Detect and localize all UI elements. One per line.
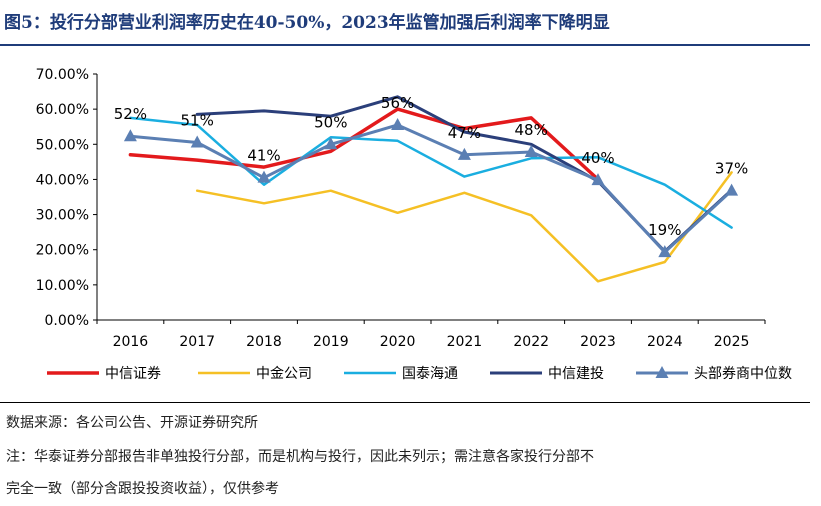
data-point-marker xyxy=(524,145,538,158)
legend-label: 中金公司 xyxy=(256,366,312,382)
data-label: 37% xyxy=(715,160,748,178)
series-line xyxy=(128,107,600,182)
data-source-note: 数据来源：各公司公告、开源证券研究所 xyxy=(6,415,258,431)
data-label: 52% xyxy=(114,105,147,123)
data-point-marker xyxy=(658,245,672,258)
y-tick-label: 40.00% xyxy=(36,172,89,188)
line-chart: 0.00% 10.00% 20.00% 30.00% 40.00% 50.00% 60.00… xyxy=(36,67,792,382)
x-tick-label: 2023 xyxy=(580,334,616,350)
y-tick-label: 30.00% xyxy=(36,208,89,224)
y-tick-label: 50.00% xyxy=(36,137,89,153)
legend-marker xyxy=(655,366,669,378)
legend-label: 中信建投 xyxy=(548,366,604,382)
data-label: 50% xyxy=(314,113,347,131)
x-tick-label: 2020 xyxy=(380,334,416,350)
series-line xyxy=(129,116,733,229)
data-label: 56% xyxy=(381,94,414,112)
data-label: 48% xyxy=(515,121,548,139)
legend-label: 中信证券 xyxy=(105,366,161,382)
x-tick-label: 2017 xyxy=(179,334,215,350)
data-label: 41% xyxy=(247,147,280,165)
data-point-marker xyxy=(391,117,405,130)
legend-label: 国泰海通 xyxy=(402,366,458,382)
footnote-line-1: 注：华泰证券分部报告非单独投行分部，而是机构与投行，因此未列示；需注意各家投行分… xyxy=(6,449,594,465)
title-divider xyxy=(0,44,810,46)
y-tick-label: 0.00% xyxy=(45,313,89,329)
x-tick-label: 2022 xyxy=(513,334,549,350)
chart-data-labels: 52% 51% 41% 50% 56% 47% 48% 40% 19% 37% xyxy=(114,94,749,239)
x-tick-label: 2021 xyxy=(447,334,483,350)
figure-title: 图5：投行分部营业利润率历史在40-50%，2023年监管加强后利润率下降明显 xyxy=(4,13,610,33)
x-tick-label: 2025 xyxy=(714,334,750,350)
data-point-marker xyxy=(324,137,338,150)
data-label: 19% xyxy=(648,221,681,239)
series-line xyxy=(195,171,733,283)
data-label: 47% xyxy=(448,124,481,142)
data-point-marker xyxy=(591,173,605,186)
y-tick-label: 20.00% xyxy=(36,243,89,259)
footnote-line-2: 完全一致（部分含跟投投资收益），仅供参考 xyxy=(6,481,279,497)
chart-series xyxy=(123,95,739,283)
x-tick-label: 2019 xyxy=(313,334,349,350)
data-point-marker xyxy=(190,135,204,148)
bottom-divider xyxy=(0,402,810,403)
data-point-marker xyxy=(725,183,739,196)
chart-legend: 中信证券 中金公司 国泰海通 中信建投 头部券商中位数 xyxy=(47,366,792,382)
x-tick-label: 2024 xyxy=(647,334,683,350)
data-label: 40% xyxy=(581,149,614,167)
x-tick-label: 2018 xyxy=(246,334,282,350)
x-tick-label: 2016 xyxy=(113,334,149,350)
y-tick-label: 60.00% xyxy=(36,102,89,118)
data-point-marker xyxy=(123,129,137,142)
legend-label: 头部券商中位数 xyxy=(694,366,792,382)
y-tick-label: 10.00% xyxy=(36,278,89,294)
chart-axes: 0.00% 10.00% 20.00% 30.00% 40.00% 50.00% 60.00… xyxy=(36,67,766,350)
series-line xyxy=(128,123,734,254)
y-tick-label: 70.00% xyxy=(36,67,89,83)
data-point-marker xyxy=(257,170,271,183)
data-label: 51% xyxy=(181,112,214,130)
data-point-marker xyxy=(457,147,471,160)
